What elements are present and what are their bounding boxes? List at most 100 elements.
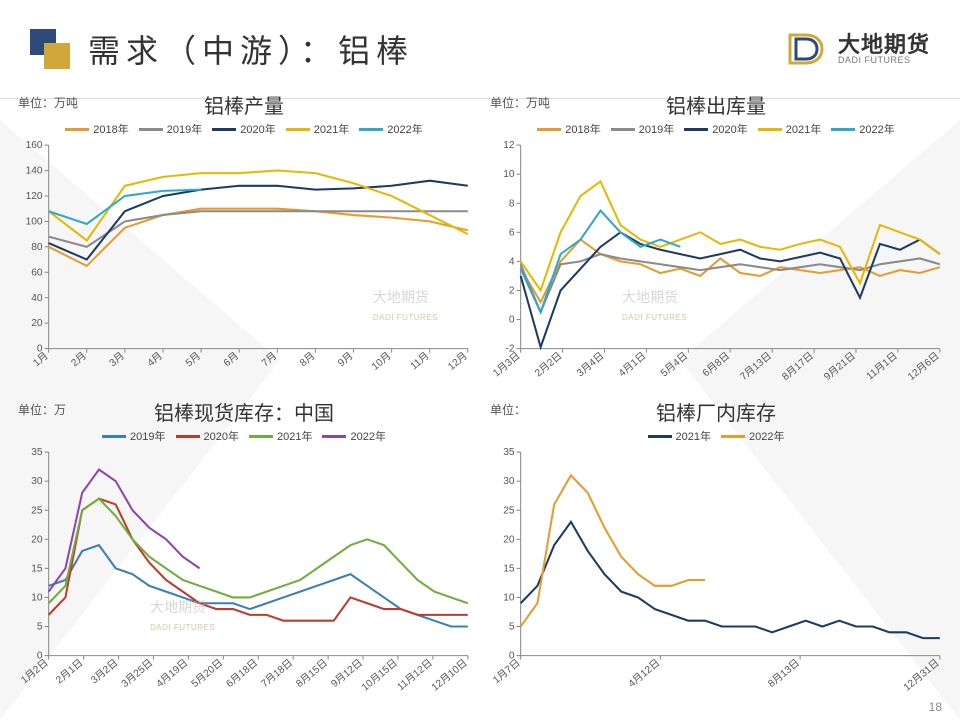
- legend-item: 2019年: [102, 428, 165, 444]
- legend-item: 2021年: [758, 121, 821, 137]
- svg-text:60: 60: [31, 267, 43, 278]
- chart2-legend: 2018年2019年2020年2021年2022年: [482, 121, 950, 137]
- legend-item: 2019年: [139, 121, 202, 137]
- chart3-legend: 2019年2020年2021年2022年: [10, 428, 478, 444]
- chart-2: 单位：万吨 铝棒出库量 2018年2019年2020年2021年2022年 -2…: [482, 90, 950, 393]
- svg-text:1月: 1月: [31, 350, 51, 369]
- svg-text:4: 4: [509, 256, 515, 267]
- svg-text:1月2日: 1月2日: [19, 657, 51, 687]
- chart1-title: 铝棒产量: [10, 90, 478, 119]
- svg-text:35: 35: [31, 448, 43, 459]
- chart4-legend: 2021年 2022年: [482, 428, 950, 444]
- svg-text:6月8日: 6月8日: [700, 350, 732, 380]
- legend-item: 2022年: [721, 428, 784, 444]
- svg-text:11月1日: 11月1日: [864, 350, 900, 383]
- chart2-plot: -20246810121月3日2月2日3月4日4月1日5月4日6月8日7月13日…: [482, 139, 950, 393]
- svg-text:11月12日: 11月12日: [395, 657, 435, 693]
- svg-text:4月12日: 4月12日: [626, 657, 662, 690]
- legend-item: 2022年: [322, 428, 385, 444]
- svg-text:35: 35: [503, 448, 515, 459]
- svg-text:8月: 8月: [298, 350, 318, 369]
- svg-text:12: 12: [503, 140, 515, 151]
- svg-text:7月13日: 7月13日: [738, 350, 774, 383]
- svg-text:20: 20: [31, 318, 43, 329]
- chart-grid: 单位：万吨 铝棒产量 2018年 2019年 2020年 2021年 2022年 0 20…: [0, 90, 960, 710]
- chart-1: 单位：万吨 铝棒产量 2018年2019年2020年2021年2022年 020…: [10, 90, 478, 393]
- svg-text:9月21日: 9月21日: [822, 350, 858, 383]
- chart3-title: 铝棒现货库存：中国: [10, 397, 478, 426]
- svg-text:10月: 10月: [369, 350, 393, 373]
- svg-text:10月15日: 10月15日: [359, 657, 400, 694]
- legend-item: 2021年: [286, 121, 349, 137]
- svg-text:8月17日: 8月17日: [780, 350, 816, 383]
- chart2-unit: 单位：万吨: [490, 94, 550, 111]
- svg-text:10: 10: [503, 169, 515, 180]
- svg-text:2月1日: 2月1日: [54, 657, 86, 687]
- legend-item: 2021年: [648, 428, 711, 444]
- brand-name-en: DADI FUTURES: [838, 56, 930, 65]
- svg-text:100: 100: [26, 216, 43, 227]
- legend-item: 2020年: [212, 121, 275, 137]
- svg-text:4月: 4月: [145, 350, 165, 369]
- svg-text:7月18日: 7月18日: [259, 657, 295, 690]
- svg-text:3月: 3月: [107, 350, 127, 369]
- legend-item: 2018年: [65, 121, 128, 137]
- svg-text:12月31日: 12月31日: [901, 657, 942, 694]
- svg-text:5月20日: 5月20日: [189, 657, 225, 690]
- chart-4: 单位： 铝棒厂内库存 2021年2022年 051015202530351月7日…: [482, 397, 950, 700]
- chart3-unit: 单位：万: [18, 401, 66, 418]
- legend-item: 2018年: [537, 121, 600, 137]
- svg-text:6月: 6月: [221, 350, 241, 369]
- chart4-unit: 单位：: [490, 401, 526, 418]
- page-number: 18: [929, 700, 942, 714]
- svg-text:20: 20: [503, 535, 515, 546]
- svg-text:120: 120: [26, 191, 43, 202]
- svg-text:12月10日: 12月10日: [429, 657, 470, 694]
- svg-text:8月13日: 8月13日: [766, 657, 802, 690]
- legend-item: 2022年: [359, 121, 422, 137]
- svg-text:8: 8: [509, 198, 515, 209]
- brand-logo-icon: [784, 27, 828, 71]
- svg-text:15: 15: [31, 564, 43, 575]
- chart1-legend: 2018年 2019年 2020年 2021年 2022年: [10, 121, 478, 137]
- legend-item: 2020年: [684, 121, 747, 137]
- svg-text:10: 10: [31, 593, 43, 604]
- svg-text:2月2日: 2月2日: [533, 350, 565, 380]
- chart3-plot: 051015202530351月2日2月1日3月2日3月25日4月19日5月20…: [10, 446, 478, 700]
- svg-text:5月4日: 5月4日: [658, 350, 690, 380]
- svg-text:9月: 9月: [336, 350, 356, 369]
- chart4-title: 铝棒厂内库存: [482, 397, 950, 426]
- svg-text:11月: 11月: [408, 350, 432, 373]
- legend-item: 2021年: [249, 428, 312, 444]
- svg-text:140: 140: [26, 166, 43, 177]
- chart-3: 单位：万 铝棒现货库存：中国 2019年2020年2021年2022年 0510…: [10, 397, 478, 700]
- chart2-title: 铝棒出库量: [482, 90, 950, 119]
- brand-block: 大地期货 DADI FUTURES: [784, 27, 930, 71]
- svg-text:5月: 5月: [183, 350, 203, 369]
- svg-text:10: 10: [503, 593, 515, 604]
- svg-text:5: 5: [509, 622, 515, 633]
- svg-text:3月25日: 3月25日: [119, 657, 155, 690]
- chart4-plot: 051015202530351月7日4月12日8月13日12月31日: [482, 446, 950, 700]
- svg-text:40: 40: [31, 293, 43, 304]
- svg-text:15: 15: [503, 564, 515, 575]
- svg-text:12月: 12月: [446, 350, 470, 373]
- svg-text:25: 25: [503, 506, 515, 517]
- svg-text:30: 30: [503, 477, 515, 488]
- svg-text:5: 5: [37, 622, 43, 633]
- svg-text:6月18日: 6月18日: [224, 657, 260, 690]
- svg-text:160: 160: [26, 140, 43, 151]
- svg-text:0: 0: [509, 315, 515, 326]
- chart1-unit: 单位：万吨: [18, 94, 78, 111]
- chart1-plot: 0204060801001201401601月2月3月4月5月6月7月8月9月1…: [10, 139, 478, 393]
- brand-name-cn: 大地期货: [838, 33, 930, 56]
- svg-text:6: 6: [509, 227, 515, 238]
- header: 需求（中游）：铝棒 大地期货 DADI FUTURES: [0, 0, 960, 90]
- svg-text:3月2日: 3月2日: [89, 657, 121, 687]
- svg-text:8月15日: 8月15日: [294, 657, 330, 690]
- svg-text:2月: 2月: [69, 350, 89, 369]
- legend-item: 2019年: [611, 121, 674, 137]
- svg-text:2: 2: [509, 285, 515, 296]
- svg-text:4月1日: 4月1日: [616, 350, 648, 380]
- page-title: 需求（中游）：铝棒: [88, 26, 414, 72]
